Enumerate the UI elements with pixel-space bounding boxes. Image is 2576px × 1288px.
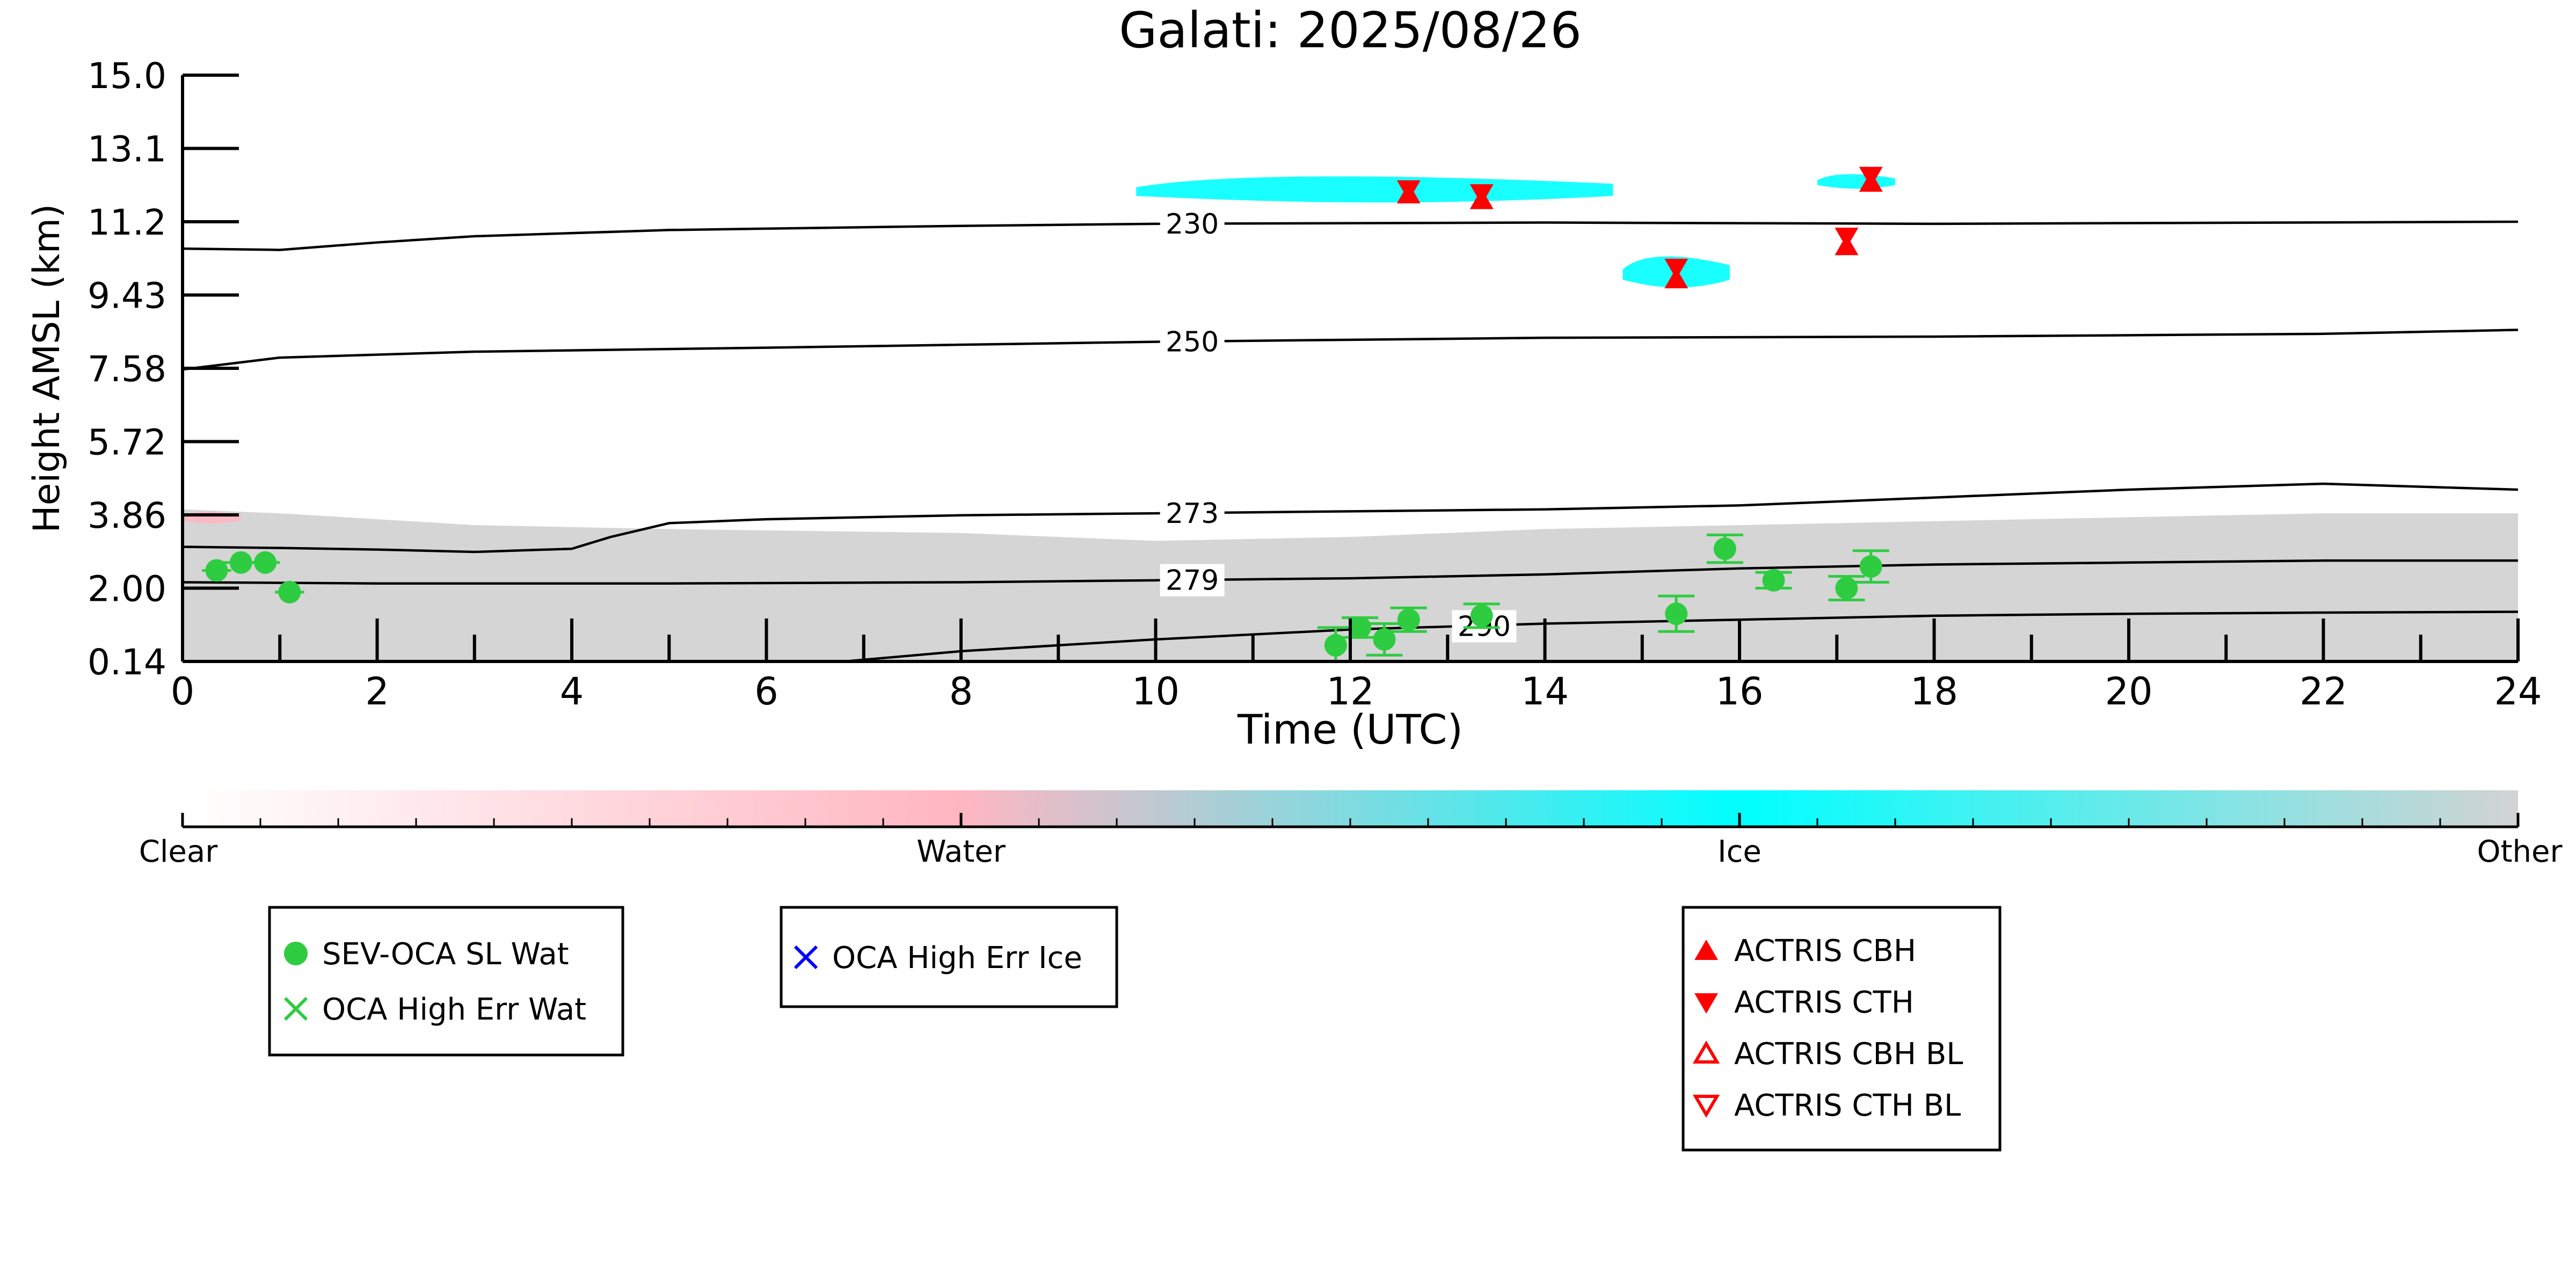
contour-label-bg [1160, 497, 1225, 529]
y-tick-label: 5.72 [88, 422, 166, 463]
cloud-region-ice [1136, 176, 1613, 203]
x-tick-label: 4 [560, 670, 584, 714]
point-actris-cth [1859, 166, 1883, 187]
legend-marker-triangle-down [1694, 993, 1718, 1014]
chart-title: Galati: 2025/08/26 [1119, 2, 1582, 59]
point-actris-cth [1664, 258, 1689, 279]
legend-label: SEV-OCA SL Wat [322, 937, 569, 972]
y-tick-label: 9.43 [88, 275, 166, 317]
cloud-region-ice [1817, 174, 1895, 189]
legend-box [780, 906, 1118, 1008]
point-actris-cth [1835, 227, 1859, 248]
contour-line-279 [183, 559, 2518, 585]
point-actris-cth [1396, 180, 1421, 201]
contour-label: 230 [1166, 208, 1219, 241]
x-tick-label: 2 [365, 670, 389, 714]
y-tick-label: 2.00 [88, 569, 166, 610]
legend-label: ACTRIS CTH [1734, 985, 1914, 1020]
contour-line-273 [183, 482, 2518, 554]
y-tick-label: 13.1 [88, 129, 166, 170]
y-tick-label: 15.0 [88, 55, 166, 97]
legend-marker-x [794, 945, 818, 970]
y-tick-label: 0.14 [88, 642, 166, 683]
cloud-classification-layer [183, 174, 2518, 661]
contour-label-bg [1160, 325, 1225, 358]
data-series [202, 166, 1889, 663]
x-tick-label: 16 [1715, 670, 1763, 714]
point-sev-oca-sl-wat [1324, 634, 1347, 657]
point-sev-oca-sl-wat [254, 551, 277, 574]
x-tick-label: 12 [1326, 670, 1374, 714]
contour-label: 273 [1166, 498, 1219, 530]
legend-marker-triangle-up-open [1692, 1040, 1720, 1064]
y-tick-label: 7.58 [88, 348, 166, 390]
point-sev-oca-sl-wat [1859, 555, 1882, 578]
x-tick-label: 6 [754, 670, 778, 714]
legend-actris: ACTRIS CBH ACTRIS CTH ACTRIS CBH BL ACTR… [1682, 906, 2002, 1152]
point-actris-cth [1469, 184, 1494, 205]
colorbar-label-ice: Ice [1718, 834, 1762, 869]
contour-label: 250 [1166, 326, 1219, 358]
contour-label-bg [1160, 564, 1225, 596]
colorbar: Clear Water Ice Other [139, 790, 2563, 869]
y-tick-label: 3.86 [88, 495, 166, 536]
legend-marker-triangle-down-open [1692, 1095, 1720, 1118]
x-tick-label: 0 [171, 670, 195, 714]
colorbar-label-water: Water [916, 834, 1006, 869]
point-sev-oca-sl-wat [1665, 602, 1688, 625]
legend-label: OCA High Err Wat [322, 992, 586, 1027]
x-tick-label: 22 [2300, 670, 2347, 714]
legend-label: OCA High Err Ice [832, 941, 1082, 976]
x-tick-label: 10 [1132, 670, 1180, 714]
colorbar-label-other: Other [2477, 834, 2563, 869]
legend-label: ACTRIS CBH [1734, 934, 1916, 969]
temperature-contours: 230250273279290 [183, 207, 2518, 661]
point-sev-oca-sl-wat [278, 580, 301, 603]
legend-marker-triangle-up [1694, 940, 1718, 960]
legend-label: ACTRIS CBH BL [1734, 1037, 1963, 1072]
point-sev-oca-sl-wat [1470, 604, 1493, 627]
colorbar-ticks [181, 813, 2520, 827]
x-tick-label: 14 [1521, 670, 1569, 714]
point-sev-oca-sl-wat [1373, 628, 1396, 651]
point-sev-oca-sl-wat [229, 551, 252, 574]
contour-line-250 [183, 329, 2518, 371]
x-tick-label: 8 [949, 670, 973, 714]
point-sev-oca-sl-wat [1835, 577, 1858, 600]
y-tick-label: 11.2 [88, 202, 166, 243]
x-axis-label: Time (UTC) [1237, 705, 1463, 753]
legend-sev-oca: SEV-OCA SL Wat OCA High Err Wat [268, 906, 624, 1057]
legend-label: ACTRIS CTH BL [1734, 1088, 1961, 1123]
contour-label: 279 [1166, 565, 1219, 597]
point-sev-oca-sl-wat [1762, 569, 1785, 592]
x-tick-label: 20 [2105, 670, 2152, 714]
legend-marker-circle [284, 942, 308, 965]
contour-line-230 [183, 220, 2518, 251]
legend-marker-x [283, 996, 308, 1021]
legend-box [268, 906, 624, 1057]
point-sev-oca-sl-wat [205, 559, 228, 582]
contour-label-bg [1160, 207, 1225, 240]
y-axis-label: Height AMSL (km) [26, 204, 68, 533]
point-sev-oca-sl-wat [1713, 537, 1736, 561]
legend-oca-ice: OCA High Err Ice [780, 906, 1118, 1008]
colorbar-label-clear: Clear [139, 834, 218, 869]
x-tick-label: 24 [2494, 670, 2542, 714]
point-sev-oca-sl-wat [1349, 616, 1372, 639]
x-tick-label: 18 [1910, 670, 1958, 714]
legend-box [1682, 906, 2002, 1152]
point-sev-oca-sl-wat [1397, 608, 1420, 631]
